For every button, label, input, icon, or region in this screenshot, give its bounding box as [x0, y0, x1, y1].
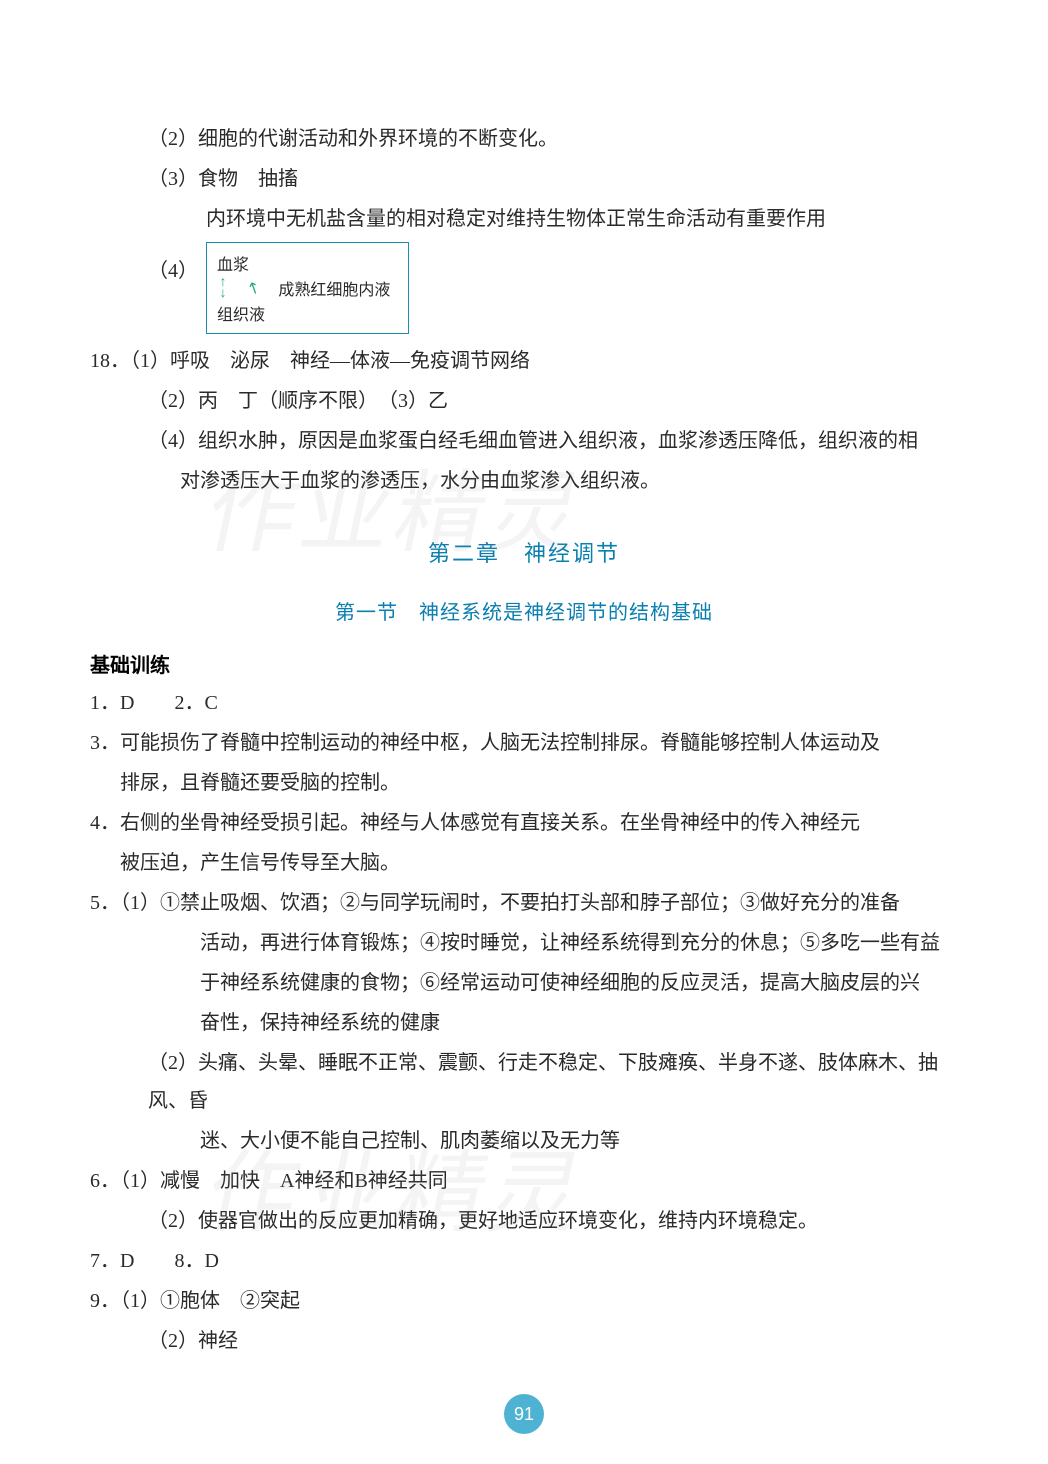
subsection-heading: 基础训练	[90, 649, 958, 678]
answer-text: （2）细胞的代谢活动和外界环境的不断变化。	[90, 120, 958, 158]
answer-text: （4）组织水肿，原因是血浆蛋白经毛细血管进入组织液，血浆渗透压降低，组织液的相	[90, 422, 958, 460]
diagonal-arrow-icon: ↖	[243, 276, 264, 300]
answer-text: 7．D 8．D	[90, 1242, 958, 1280]
answer-text: 对渗透压大于血浆的渗透压，水分由血浆渗入组织液。	[90, 462, 958, 500]
answer-text: 6．（1）减慢 加快 A神经和B神经共同	[90, 1162, 958, 1200]
chapter-title: 第二章 神经调节	[90, 536, 958, 568]
page-number: 91	[504, 1394, 544, 1434]
section-title: 第一节 神经系统是神经调节的结构基础	[90, 596, 958, 625]
answer-text: （2）神经	[90, 1322, 958, 1360]
answer-text: 内环境中无机盐含量的相对稳定对维持生物体正常生命活动有重要作用	[90, 200, 958, 238]
answer-text: 活动，再进行体育锻炼；④按时睡觉，让神经系统得到充分的休息；⑤多吃一些有益	[90, 924, 958, 962]
diagram-node-bottom: 组织液	[217, 301, 265, 325]
answer-text: 3．可能损伤了脊髓中控制运动的神经中枢，人脑无法控制排尿。脊髓能够控制人体运动及	[90, 724, 958, 762]
answer-text: （2）丙 丁（顺序不限） （3）乙	[90, 382, 958, 420]
diagram-box: 血浆 ↑↓ ↖ 成熟红细胞内液 组织液	[206, 242, 409, 334]
diagram-node-top: 血浆	[217, 251, 249, 275]
answer-text: 4．右侧的坐骨神经受损引起。神经与人体感觉有直接关系。在坐骨神经中的传入神经元	[90, 804, 958, 842]
answer-text: 9．（1）①胞体 ②突起	[90, 1282, 958, 1320]
answer-text: 迷、大小便不能自己控制、肌肉萎缩以及无力等	[90, 1122, 958, 1160]
diagram-container: （4） 血浆 ↑↓ ↖ 成熟红细胞内液 组织液	[90, 242, 958, 334]
answer-text: 18．（1）呼吸 泌尿 神经—体液—免疫调节网络	[90, 342, 958, 380]
answer-text: 奋性，保持神经系统的健康	[90, 1004, 958, 1042]
answer-text: （3）食物 抽搐	[90, 160, 958, 198]
answer-text: 排尿，且脊髓还要受脑的控制。	[90, 764, 958, 802]
page-number-container: 91	[504, 1394, 544, 1434]
answer-text: 于神经系统健康的食物；⑥经常运动可使神经细胞的反应灵活，提高大脑皮层的兴	[90, 964, 958, 1002]
answer-text: 5．（1）①禁止吸烟、饮酒；②与同学玩闹时，不要拍打头部和脖子部位；③做好充分的…	[90, 884, 958, 922]
answer-text: 被压迫，产生信号传导至大脑。	[90, 844, 958, 882]
answer-prefix: （4）	[148, 242, 206, 283]
answer-text: （2）头痛、头晕、睡眠不正常、震颤、行走不稳定、下肢瘫痪、半身不遂、肢体麻木、抽…	[90, 1044, 958, 1120]
diagram-node-right: 成熟红细胞内液	[278, 276, 390, 300]
answer-text: （2）使器官做出的反应更加精确，更好地适应环境变化，维持内环境稳定。	[90, 1202, 958, 1240]
answer-text: 1．D 2．C	[90, 684, 958, 722]
double-arrow-icon: ↑↓	[217, 275, 229, 301]
